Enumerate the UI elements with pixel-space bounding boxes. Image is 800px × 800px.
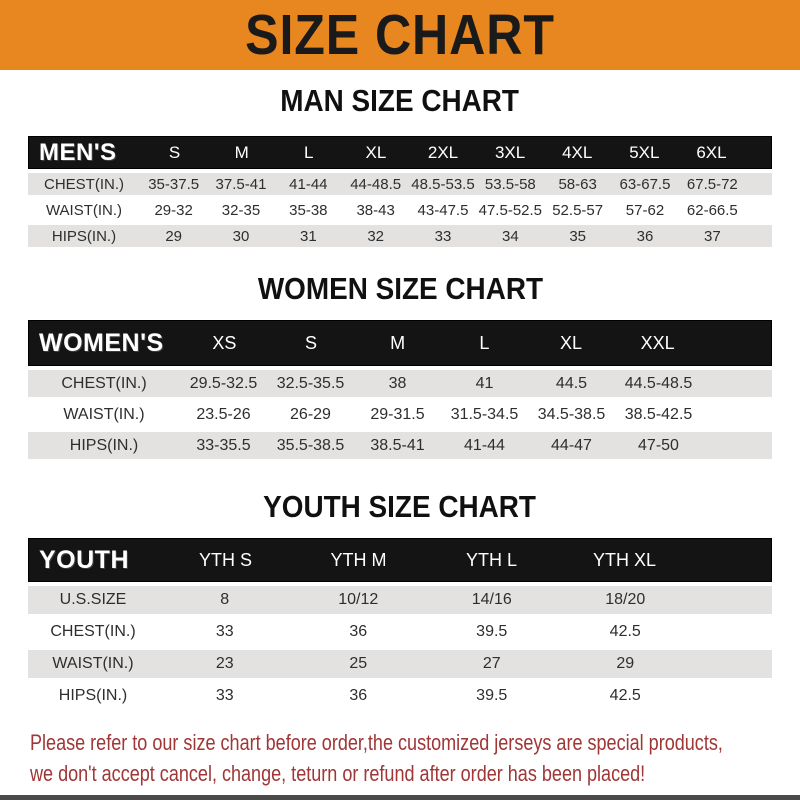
youth-col-l: YTH L xyxy=(465,549,517,570)
column-spacer xyxy=(702,370,772,397)
column-spacer xyxy=(746,173,772,195)
table-row-youth-hips: HIPS(IN.) 33 36 39.5 42.5 xyxy=(28,682,772,710)
row-label: WAIST(IN.) xyxy=(63,405,145,423)
order-disclaimer-note: Please refer to our size chart before or… xyxy=(30,727,800,789)
youth-col-xl: YTH XL xyxy=(592,549,657,570)
column-spacer xyxy=(692,682,772,710)
table-row-mens-waist: WAIST(IN.) 29-32 32-35 35-38 38-43 43-47… xyxy=(28,199,772,221)
women-section-title: WOMEN SIZE CHART xyxy=(257,271,543,306)
column-spacer xyxy=(702,432,772,459)
row-label: CHEST(IN.) xyxy=(44,175,124,193)
youth-table-header-row: YOUTH YTH S YTH M YTH L YTH XL xyxy=(28,538,772,582)
youth-header-label: YOUTH xyxy=(39,545,129,574)
mens-col-l: L xyxy=(304,142,314,162)
womens-col-s: S xyxy=(304,332,317,353)
womens-col-xxl: XXL xyxy=(640,332,675,353)
row-label: WAIST(IN.) xyxy=(52,655,134,672)
table-row-mens-hips: HIPS(IN.) 29 30 31 32 33 34 35 36 37 xyxy=(28,225,772,247)
size-chart-banner: SIZE CHART xyxy=(0,0,800,70)
column-spacer xyxy=(701,321,771,365)
mens-col-5xl: 5XL xyxy=(629,142,660,162)
mens-col-s: S xyxy=(168,142,181,162)
table-row-youth-waist: WAIST(IN.) 23 25 27 29 xyxy=(28,650,772,678)
row-label: HIPS(IN.) xyxy=(69,436,139,454)
mens-col-6xl: 6XL xyxy=(696,142,727,162)
column-spacer xyxy=(692,618,772,646)
youth-col-m: YTH M xyxy=(330,549,387,570)
womens-col-xs: XS xyxy=(212,332,237,353)
column-spacer xyxy=(746,225,772,247)
table-row-womens-hips: HIPS(IN.) 33-35.5 35.5-38.5 38.5-41 41-4… xyxy=(28,432,772,459)
mens-col-xl: XL xyxy=(365,142,387,162)
banner-title: SIZE CHART xyxy=(245,3,555,67)
mens-col-m: M xyxy=(234,142,249,162)
mens-col-3xl: 3XL xyxy=(494,142,526,162)
mens-table-header-row: MEN'S S M L XL 2XL 3XL 4XL 5XL 6XL xyxy=(28,136,772,169)
row-label: WAIST(IN.) xyxy=(45,201,123,219)
womens-col-l: L xyxy=(479,332,490,353)
womens-size-table: WOMEN'S XS S M L XL XXL CHEST(IN.) 29.5-… xyxy=(28,320,772,459)
table-row-womens-waist: WAIST(IN.) 23.5-26 26-29 29-31.5 31.5-34… xyxy=(28,401,772,428)
man-section-title: MAN SIZE CHART xyxy=(280,83,520,118)
note-line-2: we don't accept cancel, change, teturn o… xyxy=(30,761,646,786)
youth-col-s: YTH S xyxy=(198,549,252,570)
youth-size-table: YOUTH YTH S YTH M YTH L YTH XL U.S.SIZE … xyxy=(28,538,772,710)
womens-header-label: WOMEN'S xyxy=(39,328,164,357)
column-spacer xyxy=(692,650,772,678)
row-label: HIPS(IN.) xyxy=(51,227,117,245)
table-row-mens-chest: CHEST(IN.) 35-37.5 37.5-41 41-44 44-48.5… xyxy=(28,173,772,195)
row-label: HIPS(IN.) xyxy=(58,687,128,704)
womens-table-header-row: WOMEN'S XS S M L XL XXL xyxy=(28,320,772,366)
womens-col-xl: XL xyxy=(559,332,582,353)
mens-col-4xl: 4XL xyxy=(562,142,593,162)
note-line-1: Please refer to our size chart before or… xyxy=(30,730,723,755)
row-label: CHEST(IN.) xyxy=(61,374,147,392)
mens-size-table: MEN'S S M L XL 2XL 3XL 4XL 5XL 6XL CHEST… xyxy=(28,136,772,247)
table-row-youth-ussize: U.S.SIZE 8 10/12 14/16 18/20 xyxy=(28,586,772,614)
table-row-youth-chest: CHEST(IN.) 33 36 39.5 42.5 xyxy=(28,618,772,646)
table-row-womens-chest: CHEST(IN.) 29.5-32.5 32.5-35.5 38 41 44.… xyxy=(28,370,772,397)
column-spacer xyxy=(745,137,771,168)
mens-col-2xl: 2XL xyxy=(427,142,459,162)
row-label: U.S.SIZE xyxy=(59,591,127,608)
row-label: CHEST(IN.) xyxy=(50,623,136,640)
column-spacer xyxy=(702,401,772,428)
column-spacer xyxy=(691,539,771,581)
mens-header-label: MEN'S xyxy=(39,138,117,166)
womens-col-m: M xyxy=(390,332,406,353)
bottom-border xyxy=(0,795,800,800)
column-spacer xyxy=(692,586,772,614)
youth-section-title: YOUTH SIZE CHART xyxy=(263,489,537,524)
column-spacer xyxy=(746,199,772,221)
